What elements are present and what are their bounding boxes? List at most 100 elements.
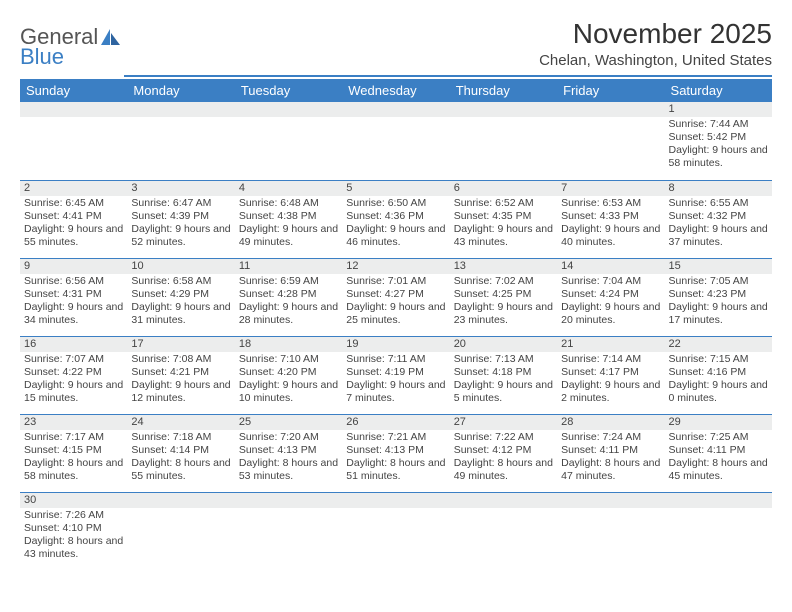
- day-number: 11: [235, 259, 342, 274]
- day-body: Sunrise: 7:11 AMSunset: 4:19 PMDaylight:…: [342, 352, 449, 409]
- sunset-line: Sunset: 4:18 PM: [454, 366, 532, 378]
- daylight-line: Daylight: 9 hours and 5 minutes.: [454, 379, 553, 404]
- day-number: 24: [127, 415, 234, 430]
- day-number: [557, 493, 664, 508]
- day-body: [235, 117, 342, 121]
- day-cell: 2Sunrise: 6:45 AMSunset: 4:41 PMDaylight…: [20, 180, 127, 258]
- daylight-line: Daylight: 9 hours and 20 minutes.: [561, 301, 660, 326]
- day-number: 10: [127, 259, 234, 274]
- day-cell: 10Sunrise: 6:58 AMSunset: 4:29 PMDayligh…: [127, 258, 234, 336]
- sunset-line: Sunset: 4:22 PM: [24, 366, 102, 378]
- day-cell: 28Sunrise: 7:24 AMSunset: 4:11 PMDayligh…: [557, 414, 664, 492]
- day-body: [450, 508, 557, 512]
- day-body: Sunrise: 6:53 AMSunset: 4:33 PMDaylight:…: [557, 196, 664, 253]
- day-number: 18: [235, 337, 342, 352]
- week-row: 23Sunrise: 7:17 AMSunset: 4:15 PMDayligh…: [20, 414, 772, 492]
- day-cell: 8Sunrise: 6:55 AMSunset: 4:32 PMDaylight…: [665, 180, 772, 258]
- daylight-line: Daylight: 9 hours and 0 minutes.: [669, 379, 768, 404]
- col-thursday: Thursday: [450, 79, 557, 102]
- day-cell: 15Sunrise: 7:05 AMSunset: 4:23 PMDayligh…: [665, 258, 772, 336]
- day-cell: 1Sunrise: 7:44 AMSunset: 5:42 PMDaylight…: [665, 102, 772, 180]
- day-number: 4: [235, 181, 342, 196]
- sunrise-line: Sunrise: 7:21 AM: [346, 431, 426, 443]
- day-body: Sunrise: 7:26 AMSunset: 4:10 PMDaylight:…: [20, 508, 127, 565]
- day-cell: 17Sunrise: 7:08 AMSunset: 4:21 PMDayligh…: [127, 336, 234, 414]
- sunrise-line: Sunrise: 6:53 AM: [561, 197, 641, 209]
- sunset-line: Sunset: 4:25 PM: [454, 288, 532, 300]
- day-cell: 25Sunrise: 7:20 AMSunset: 4:13 PMDayligh…: [235, 414, 342, 492]
- daylight-line: Daylight: 9 hours and 17 minutes.: [669, 301, 768, 326]
- daylight-line: Daylight: 9 hours and 2 minutes.: [561, 379, 660, 404]
- daylight-line: Daylight: 9 hours and 46 minutes.: [346, 223, 445, 248]
- sunrise-line: Sunrise: 7:18 AM: [131, 431, 211, 443]
- day-number: [665, 493, 772, 508]
- sunset-line: Sunset: 4:13 PM: [239, 444, 317, 456]
- col-wednesday: Wednesday: [342, 79, 449, 102]
- day-cell: [450, 492, 557, 570]
- sunset-line: Sunset: 4:31 PM: [24, 288, 102, 300]
- day-body: Sunrise: 6:59 AMSunset: 4:28 PMDaylight:…: [235, 274, 342, 331]
- daylight-line: Daylight: 9 hours and 43 minutes.: [454, 223, 553, 248]
- day-number: 29: [665, 415, 772, 430]
- sunrise-line: Sunrise: 6:47 AM: [131, 197, 211, 209]
- day-body: Sunrise: 6:50 AMSunset: 4:36 PMDaylight:…: [342, 196, 449, 253]
- week-row: 1Sunrise: 7:44 AMSunset: 5:42 PMDaylight…: [20, 102, 772, 180]
- sunrise-line: Sunrise: 7:08 AM: [131, 353, 211, 365]
- day-number: [342, 493, 449, 508]
- day-body: Sunrise: 7:15 AMSunset: 4:16 PMDaylight:…: [665, 352, 772, 409]
- daylight-line: Daylight: 9 hours and 10 minutes.: [239, 379, 338, 404]
- day-cell: 18Sunrise: 7:10 AMSunset: 4:20 PMDayligh…: [235, 336, 342, 414]
- week-row: 2Sunrise: 6:45 AMSunset: 4:41 PMDaylight…: [20, 180, 772, 258]
- day-number: 3: [127, 181, 234, 196]
- day-body: [235, 508, 342, 512]
- sunset-line: Sunset: 4:11 PM: [669, 444, 746, 456]
- sunrise-line: Sunrise: 6:59 AM: [239, 275, 319, 287]
- day-number: 16: [20, 337, 127, 352]
- day-number: 2: [20, 181, 127, 196]
- day-body: Sunrise: 6:48 AMSunset: 4:38 PMDaylight:…: [235, 196, 342, 253]
- sunrise-line: Sunrise: 7:05 AM: [669, 275, 749, 287]
- sunset-line: Sunset: 4:32 PM: [669, 210, 747, 222]
- sunrise-line: Sunrise: 7:26 AM: [24, 509, 104, 521]
- day-number: [342, 102, 449, 117]
- sunrise-line: Sunrise: 6:56 AM: [24, 275, 104, 287]
- sunrise-line: Sunrise: 7:04 AM: [561, 275, 641, 287]
- daylight-line: Daylight: 9 hours and 15 minutes.: [24, 379, 123, 404]
- day-cell: [665, 492, 772, 570]
- day-number: 22: [665, 337, 772, 352]
- day-cell: 30Sunrise: 7:26 AMSunset: 4:10 PMDayligh…: [20, 492, 127, 570]
- daylight-line: Daylight: 9 hours and 52 minutes.: [131, 223, 230, 248]
- col-friday: Friday: [557, 79, 664, 102]
- day-number: [450, 102, 557, 117]
- sunset-line: Sunset: 4:11 PM: [561, 444, 638, 456]
- day-body: [450, 117, 557, 121]
- day-cell: [557, 102, 664, 180]
- day-body: Sunrise: 7:44 AMSunset: 5:42 PMDaylight:…: [665, 117, 772, 174]
- week-row: 30Sunrise: 7:26 AMSunset: 4:10 PMDayligh…: [20, 492, 772, 570]
- day-cell: 12Sunrise: 7:01 AMSunset: 4:27 PMDayligh…: [342, 258, 449, 336]
- day-body: Sunrise: 6:47 AMSunset: 4:39 PMDaylight:…: [127, 196, 234, 253]
- day-body: Sunrise: 7:14 AMSunset: 4:17 PMDaylight:…: [557, 352, 664, 409]
- daylight-line: Daylight: 9 hours and 7 minutes.: [346, 379, 445, 404]
- day-number: 26: [342, 415, 449, 430]
- day-number: [20, 102, 127, 117]
- sunrise-line: Sunrise: 7:25 AM: [669, 431, 749, 443]
- sunrise-line: Sunrise: 7:14 AM: [561, 353, 641, 365]
- day-number: 12: [342, 259, 449, 274]
- day-body: Sunrise: 6:58 AMSunset: 4:29 PMDaylight:…: [127, 274, 234, 331]
- day-cell: [450, 102, 557, 180]
- sunrise-line: Sunrise: 6:55 AM: [669, 197, 749, 209]
- day-body: Sunrise: 6:55 AMSunset: 4:32 PMDaylight:…: [665, 196, 772, 253]
- day-body: Sunrise: 7:17 AMSunset: 4:15 PMDaylight:…: [20, 430, 127, 487]
- day-body: Sunrise: 6:45 AMSunset: 4:41 PMDaylight:…: [20, 196, 127, 253]
- daylight-line: Daylight: 8 hours and 58 minutes.: [24, 457, 123, 482]
- day-body: Sunrise: 7:21 AMSunset: 4:13 PMDaylight:…: [342, 430, 449, 487]
- sunrise-line: Sunrise: 7:02 AM: [454, 275, 534, 287]
- sunset-line: Sunset: 4:14 PM: [131, 444, 209, 456]
- sunset-line: Sunset: 4:13 PM: [346, 444, 424, 456]
- sunrise-line: Sunrise: 7:17 AM: [24, 431, 104, 443]
- day-cell: 19Sunrise: 7:11 AMSunset: 4:19 PMDayligh…: [342, 336, 449, 414]
- sunset-line: Sunset: 4:39 PM: [131, 210, 209, 222]
- sunrise-line: Sunrise: 7:13 AM: [454, 353, 534, 365]
- sunset-line: Sunset: 4:36 PM: [346, 210, 424, 222]
